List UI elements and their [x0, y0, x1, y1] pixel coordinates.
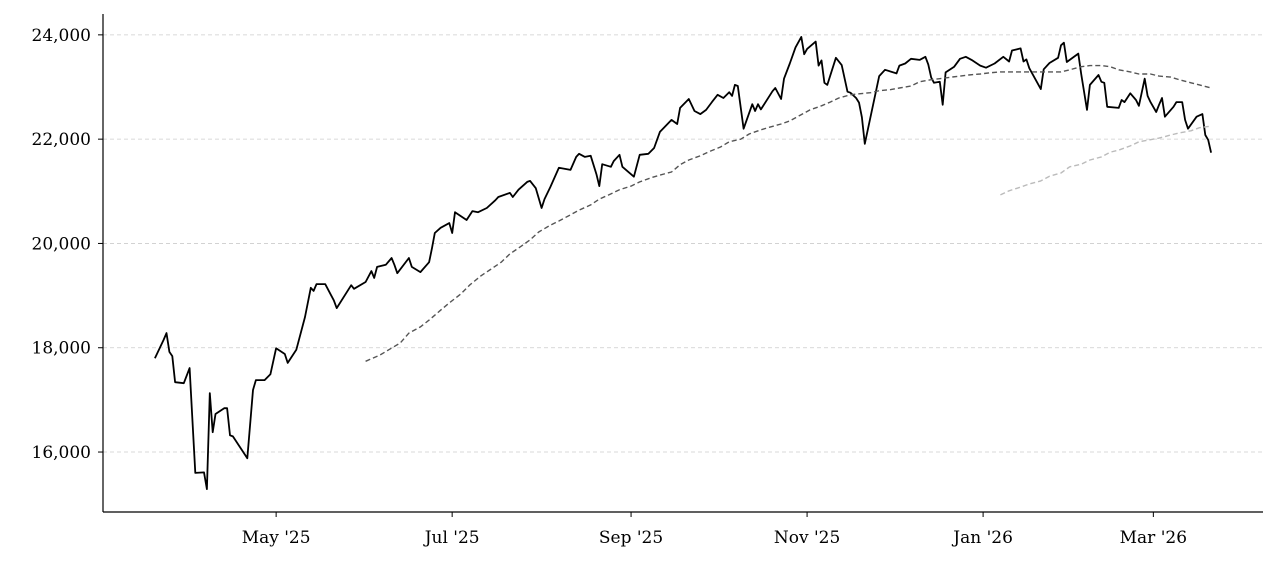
y-tick-label: 18,000: [32, 339, 91, 359]
x-tick-label: Nov '25: [774, 528, 840, 548]
grid-lines: [103, 34, 1263, 453]
series-group: [154, 36, 1212, 491]
y-tick-label: 22,000: [32, 130, 91, 150]
series-line-moving-average-short: [365, 64, 1212, 362]
x-tick-label: May '25: [242, 528, 311, 548]
x-tick-label: Jan '26: [951, 528, 1013, 548]
x-axis-ticks: May '25 Jul '25 Sep '25 Nov '25 Jan '26 Mar '…: [242, 512, 1187, 548]
y-tick-label: 24,000: [32, 26, 91, 46]
x-tick-label: Mar '26: [1120, 528, 1187, 548]
x-tick-label: Sep '25: [599, 528, 663, 548]
y-tick-label: 16,000: [32, 443, 91, 463]
x-tick-label: Jul '25: [423, 528, 480, 548]
series-line-moving-average-long: [1000, 125, 1212, 196]
series-line-price: [154, 36, 1212, 491]
y-axis-ticks: 16,000 18,000 20,000 22,000 24,000: [32, 26, 103, 463]
y-tick-label: 20,000: [32, 234, 91, 254]
